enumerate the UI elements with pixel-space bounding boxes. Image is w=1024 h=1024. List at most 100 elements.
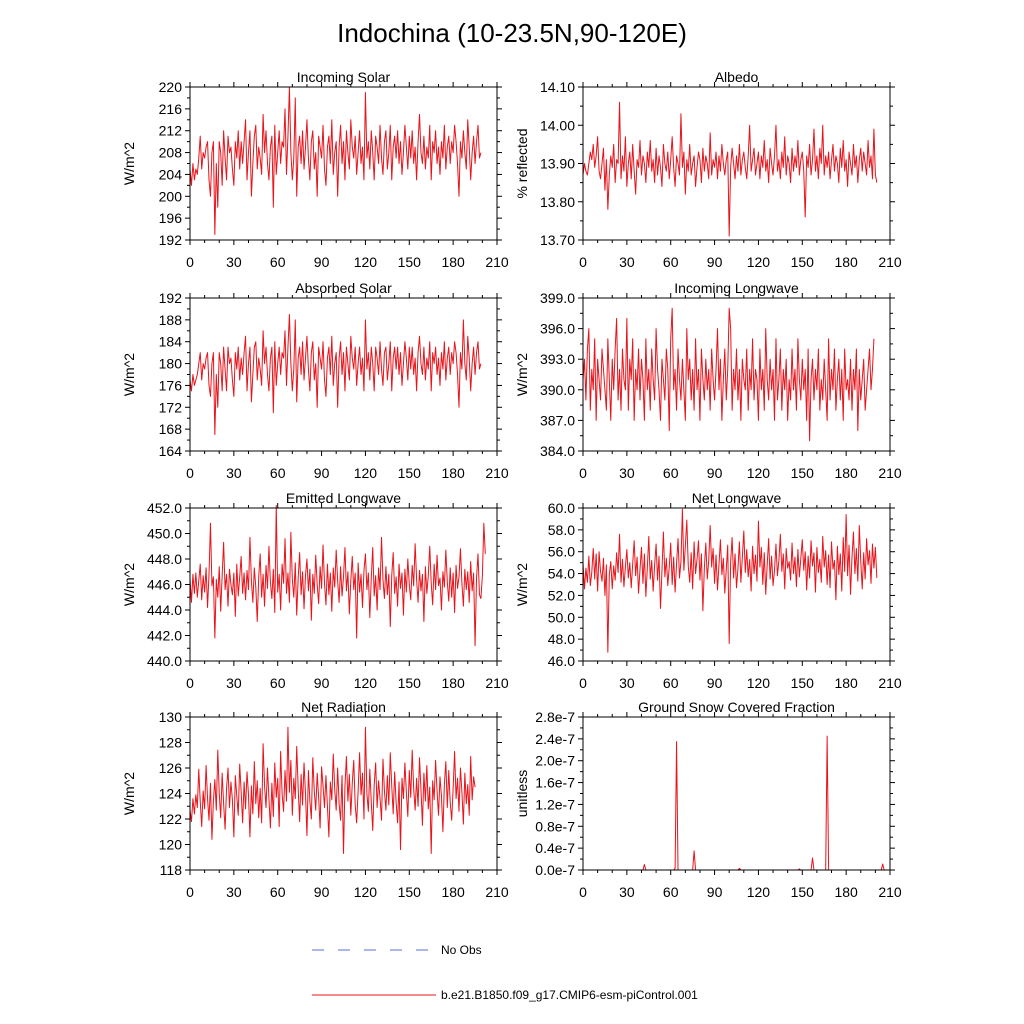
chart-5-frame (582, 507, 891, 662)
chart-7-xtick-label: 210 (878, 884, 902, 900)
chart-3-xtick-label: 210 (878, 465, 902, 481)
chart-2-xtick-label: 30 (226, 465, 242, 481)
chart-0-xtick-label: 210 (485, 254, 509, 270)
chart-2: Absorbed Solar W/m^2 0 30 60 90 120 150 180 210 16… (121, 280, 509, 481)
chart-0-ylabel: W/m^2 (121, 142, 137, 185)
chart-3-series-line-0 (582, 307, 875, 442)
chart-1-ytick-label: 13.80 (540, 194, 575, 210)
chart-1-ytick-label: 13.90 (540, 156, 575, 172)
chart-1-ytick-label: 14.10 (540, 79, 575, 95)
chart-3-ytick-label: 390.0 (540, 382, 575, 398)
chart-6-xtick-label: 180 (441, 884, 465, 900)
chart-4-xtick-label: 210 (485, 675, 509, 691)
chart-0-xtick-label: 120 (354, 254, 378, 270)
chart-6-ytick-label: 130 (159, 709, 183, 725)
chart-3-ytick-label: 384.0 (540, 443, 575, 459)
chart-4-series-line-0 (189, 504, 486, 647)
chart-3-xtick-label: 0 (579, 465, 587, 481)
chart-0-xtick-label: 60 (270, 254, 286, 270)
chart-4-xtick-label: 90 (314, 675, 330, 691)
chart-4-frame (189, 507, 498, 662)
chart-7-xtick-label: 30 (619, 884, 635, 900)
chart-5-ytick-label: 52.0 (548, 587, 575, 603)
chart-0-series-line-0 (189, 86, 482, 236)
chart-5-ytick-label: 58.0 (548, 522, 575, 538)
chart-0-ytick-label: 200 (159, 188, 183, 204)
chart-3-ytick-label: 387.0 (540, 412, 575, 428)
chart-0: Incoming Solar W/m^2 0 30 60 90 120 150 180 210 19… (121, 69, 509, 270)
chart-0-ytick-label: 192 (159, 232, 183, 248)
chart-2-ytick-label: 164 (159, 443, 183, 459)
chart-1-ytick-label: 13.70 (540, 232, 575, 248)
chart-1-xtick-label: 210 (878, 254, 902, 270)
chart-4-xtick-label: 30 (226, 675, 242, 691)
chart-3-xtick-label: 150 (791, 465, 815, 481)
chart-5-xtick-label: 0 (579, 675, 587, 691)
chart-4-xtick-label: 150 (398, 675, 422, 691)
chart-7-ytick-label: 0.4e-7 (535, 840, 575, 856)
chart-5-ytick-label: 46.0 (548, 653, 575, 669)
figure-title: Indochina (10-23.5N,90-120E) (337, 18, 687, 48)
chart-7-xtick-label: 150 (791, 884, 815, 900)
chart-5-xtick-label: 120 (747, 675, 771, 691)
chart-3: Incoming Longwave W/m^2 0 30 60 90 120 150 180 21… (514, 280, 902, 481)
chart-2-xtick-label: 180 (441, 465, 465, 481)
chart-4-xtick-label: 120 (354, 675, 378, 691)
chart-5-xtick-label: 90 (707, 675, 723, 691)
chart-6-ytick-label: 128 (159, 735, 183, 751)
chart-4-xtick-label: 180 (441, 675, 465, 691)
chart-6-series-line-0 (189, 726, 476, 854)
chart-3-title: Incoming Longwave (674, 280, 799, 296)
chart-5-series-line-0 (582, 508, 878, 653)
chart-6-frame (189, 716, 498, 871)
chart-6-xtick-label: 0 (186, 884, 194, 900)
chart-6-xtick-label: 90 (314, 884, 330, 900)
chart-2-ylabel: W/m^2 (121, 353, 137, 396)
chart-1-xtick-label: 180 (834, 254, 858, 270)
chart-5-ytick-label: 50.0 (548, 609, 575, 625)
chart-2-xtick-label: 120 (354, 465, 378, 481)
chart-7-xtick-label: 0 (579, 884, 587, 900)
chart-4-title: Emitted Longwave (286, 490, 401, 506)
chart-6-xtick-label: 30 (226, 884, 242, 900)
chart-7-ytick-label: 1.6e-7 (535, 775, 575, 791)
chart-7-ytick-label: 2.4e-7 (535, 731, 575, 747)
chart-0-ytick-label: 204 (159, 166, 183, 182)
chart-2-ytick-label: 184 (159, 334, 183, 350)
chart-7-xtick-label: 60 (663, 884, 679, 900)
chart-3-ylabel: W/m^2 (514, 353, 530, 396)
chart-4-ytick-label: 444.0 (147, 602, 182, 618)
chart-7-ytick-label: 1.2e-7 (535, 796, 575, 812)
chart-5-ytick-label: 56.0 (548, 544, 575, 560)
chart-6-ytick-label: 120 (159, 837, 183, 853)
chart-6-ylabel: W/m^2 (121, 772, 137, 815)
chart-2-xtick-label: 210 (485, 465, 509, 481)
chart-2-ytick-label: 172 (159, 399, 183, 415)
chart-2-title: Absorbed Solar (295, 280, 392, 296)
chart-2-frame (189, 297, 498, 452)
chart-2-ytick-label: 176 (159, 377, 183, 393)
chart-6-ytick-label: 124 (159, 786, 183, 802)
chart-0-xtick-label: 30 (226, 254, 242, 270)
chart-6-ytick-label: 126 (159, 760, 183, 776)
chart-6: Net Radiation W/m^2 0 30 60 90 120 150 180 210 118… (121, 699, 509, 900)
chart-5-ytick-label: 54.0 (548, 566, 575, 582)
chart-1-xtick-label: 0 (579, 254, 587, 270)
chart-5: Net Longwave W/m^2 0 30 60 90 120 150 180 210 46.0… (514, 490, 902, 691)
chart-3-ytick-label: 396.0 (540, 321, 575, 337)
chart-0-ytick-label: 216 (159, 101, 183, 117)
chart-1-ylabel: % reflected (514, 128, 530, 198)
chart-0-xtick-label: 150 (398, 254, 422, 270)
chart-1-frame (582, 86, 891, 241)
chart-6-ytick-label: 122 (159, 811, 183, 827)
chart-7-ylabel: unitless (514, 770, 530, 817)
chart-6-xtick-label: 60 (270, 884, 286, 900)
legend-obs-label: No Obs (441, 943, 482, 957)
chart-1-xtick-label: 60 (663, 254, 679, 270)
chart-0-xtick-label: 180 (441, 254, 465, 270)
chart-0-ytick-label: 208 (159, 145, 183, 161)
chart-5-xtick-label: 60 (663, 675, 679, 691)
chart-7-xtick-label: 180 (834, 884, 858, 900)
chart-0-xtick-label: 90 (314, 254, 330, 270)
